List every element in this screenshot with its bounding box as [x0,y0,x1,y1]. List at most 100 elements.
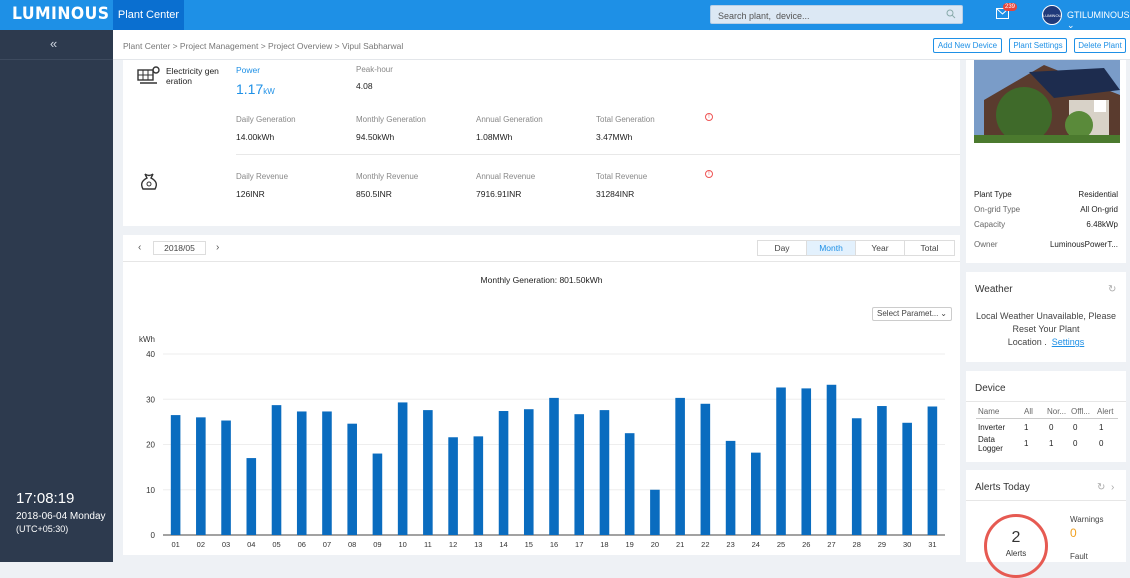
search-icon[interactable] [946,9,956,19]
generation-card: Electricity gen eration Power 1.17kW Pea… [123,60,960,226]
nav-tab-plant-center[interactable]: Plant Center [113,0,184,30]
bar [851,418,862,535]
device-header-name: Name [978,407,1000,416]
clock-date: 2018-06-04 Monday [16,511,106,522]
owner-row: Owner LuminousPowerT... [974,240,1118,249]
chevron-down-icon: ⌄ [1067,20,1075,30]
warnings-label: Warnings [1070,515,1104,524]
x-tick-label: 09 [373,540,381,549]
bar [927,406,938,535]
device-row-offline: 0 [1073,423,1078,432]
add-new-device-button[interactable]: Add New Device [933,38,1002,53]
bar [523,409,534,535]
weather-settings-link[interactable]: Settings [1051,337,1085,347]
bar [801,388,812,535]
info-icon[interactable]: ! [705,113,713,121]
monthly-generation-chart: kWh 0 10 20 30 40 01 02 03 04 05 06 07 08 09 10 11 12 13 14… [139,335,945,549]
device-row-all: 1 [1024,439,1029,448]
collapse-icon[interactable]: « [50,36,58,51]
bar [347,423,357,535]
x-tick-label: 05 [272,540,280,549]
x-tick-label: 23 [726,540,734,549]
plant-settings-button[interactable]: Plant Settings [1009,38,1067,53]
tab-year[interactable]: Year [856,241,905,255]
daily-revenue-value: 126INR [236,189,265,199]
plant-info-card: Plant Type Residential On-grid Type All On… [966,60,1126,263]
alerts-label: Alerts [1005,549,1027,558]
bar [877,406,887,535]
capacity-value: 6.48kWp [1086,220,1118,229]
x-tick-label: 13 [474,540,482,549]
x-tick-label: 07 [323,540,331,549]
select-parameter-dropdown[interactable]: Select Paramet... ⌄ [872,307,952,321]
device-row-name[interactable]: Data Logger [978,435,1003,453]
x-tick-label: 04 [247,540,255,549]
peak-hour-value: 4.08 [356,81,373,91]
period-picker[interactable]: 2018/05 [153,241,206,255]
warnings-value: 0 [1070,526,1077,540]
bar [675,397,685,535]
user-menu[interactable]: GTILUMINOUS ⌄ [1067,10,1130,31]
solar-panel-icon [137,66,160,84]
search-input[interactable] [711,7,936,25]
annual-revenue-label: Annual Revenue [476,172,536,181]
next-period-icon[interactable]: › [216,242,220,253]
monthly-generation-value: 94.50kWh [356,132,395,142]
device-row-alert: 1 [1099,423,1104,432]
fault-label: Fault [1070,552,1088,561]
annual-generation-label: Annual Generation [476,115,543,124]
tab-month[interactable]: Month [807,241,856,255]
bar [448,437,458,535]
x-tick-label: 26 [802,540,810,549]
x-tick-label: 22 [701,540,709,549]
luminous-logo[interactable]: LUMINOUS [12,4,110,24]
monthly-generation-label: Monthly Generation [356,115,426,124]
money-bag-icon [140,173,158,190]
tab-total[interactable]: Total [920,243,939,253]
alerts-card: Alerts Today ↻ › 2 Alerts Warnings 0 Fau… [966,470,1126,578]
bar [498,411,509,535]
info-icon[interactable]: ! [705,170,713,178]
refresh-icon[interactable]: ↻ [1108,284,1117,295]
power-unit: kW [263,87,275,96]
bar [650,489,660,535]
generation-title: Electricity gen eration [166,66,219,86]
bar [170,415,181,535]
y-tick-label: 40 [146,350,155,359]
breadcrumb-bar: Plant Center > Project Management > Proj… [113,30,1130,60]
prev-period-icon[interactable]: ‹ [138,242,142,253]
weather-line-2: Reset Your Plant [1012,324,1080,334]
refresh-icon[interactable]: ↻ [1097,482,1106,493]
breadcrumb[interactable]: Plant Center > Project Management > Proj… [123,41,404,51]
delete-plant-button[interactable]: Delete Plant [1074,38,1126,53]
alerts-divider [966,500,1126,501]
bar [700,403,711,535]
x-tick-label: 01 [171,540,179,549]
peak-hour-label: Peak-hour [356,65,393,74]
x-tick-label: 11 [424,540,432,549]
x-tick-label: 30 [903,540,911,549]
device-row-offline: 0 [1073,439,1078,448]
y-tick-label: 20 [146,441,155,450]
device-title: Device [975,383,1006,394]
plant-type-value: Residential [1078,190,1118,199]
bar [776,387,786,535]
capacity-label: Capacity [974,220,1006,229]
plant-type-row: Plant Type Residential [974,190,1118,199]
weather-line-3: Location . Settings [966,336,1126,349]
avatar[interactable]: LUMINOUS [1042,5,1062,25]
bar [296,411,307,535]
owner-value: LuminousPowerT... [1049,240,1118,249]
sidebar: « 17:08:19 2018-06-04 Monday (UTC+05:30) [0,30,113,562]
bar [271,405,282,535]
bar [372,453,383,535]
device-row-name[interactable]: Inverter [978,423,1006,432]
x-tick-label: 29 [878,540,886,549]
x-tick-label: 10 [398,540,406,549]
chevron-right-icon[interactable]: › [1111,482,1115,493]
alerts-ring[interactable]: 2 Alerts [984,514,1048,578]
monthly-generation-summary: Monthly Generation: 801.50kWh [480,275,603,285]
daily-generation-value: 14.00kWh [236,132,275,142]
device-header-normal: Nor... [1047,407,1067,416]
tab-day[interactable]: Day [758,241,807,255]
